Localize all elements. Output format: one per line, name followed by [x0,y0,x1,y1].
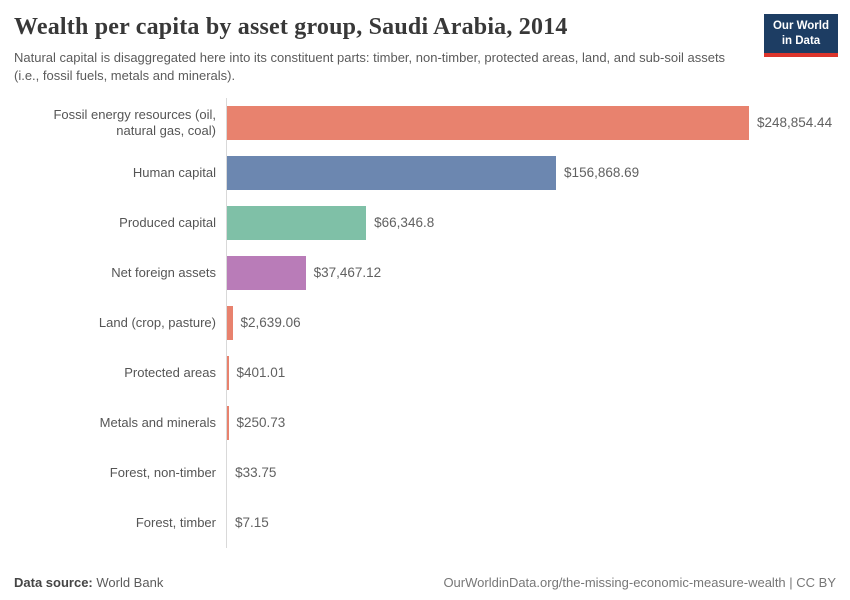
chart-row: Forest, non-timber $33.75 [0,447,850,498]
value-label: $401.01 [236,365,286,381]
category-label: Produced capital [119,215,216,231]
value-label: $66,346.8 [374,215,435,231]
chart-row: Forest, timber $7.15 [0,497,850,548]
value-label: $2,639.06 [240,315,301,331]
bar-area: $248,854.44 [226,97,850,148]
bar-area: $66,346.8 [226,197,850,248]
category-label: Net foreign assets [111,265,216,281]
value-label: $156,868.69 [564,165,640,181]
bar-area: $2,639.06 [226,297,850,348]
bar[interactable] [227,355,229,390]
attribution-link[interactable]: OurWorldinData.org/the-missing-economic-… [443,575,836,590]
bar[interactable] [227,155,557,190]
value-label: $7.15 [235,515,269,531]
category-label: Metals and minerals [99,415,216,431]
value-label: $33.75 [235,465,277,481]
chart-row: Human capital $156,868.69 [0,147,850,198]
owid-logo-line1: Our World [772,20,829,32]
owid-logo[interactable]: Our World in Data [764,14,838,57]
chart-row: Net foreign assets $37,467.12 [0,247,850,298]
bar-area: $37,467.12 [226,247,850,298]
bar[interactable] [227,105,749,140]
category-label: Forest, timber [135,515,216,531]
data-source-value: World Bank [92,575,164,590]
bar[interactable] [227,255,306,290]
chart-row: Metals and minerals $250.73 [0,397,850,448]
category-label: Protected areas [124,365,216,381]
bar-area: $250.73 [226,397,850,448]
value-label: $248,854.44 [757,115,833,131]
value-label: $250.73 [236,415,286,431]
value-label: $37,467.12 [313,265,382,281]
bar-area: $33.75 [226,447,850,498]
bar[interactable] [227,205,367,240]
chart-row: Produced capital $66,346.8 [0,197,850,248]
owid-logo-line2: in Data [781,34,821,47]
chart-subtitle: Natural capital is disaggregated here in… [14,50,726,83]
bar[interactable] [227,405,229,440]
bar-area: $156,868.69 [226,147,850,198]
data-source-label: Data source: [14,575,93,590]
category-label: Forest, non-timber [109,465,216,481]
category-label: Fossil energy resources (oil, natural ga… [53,107,216,138]
data-source: Data source: World Bank [14,575,163,590]
chart-title: Wealth per capita by asset group, Saudi … [14,14,568,40]
chart-row: Protected areas $401.01 [0,347,850,398]
bar[interactable] [227,305,233,340]
category-label: Land (crop, pasture) [98,315,216,331]
bar-chart: Fossil energy resources (oil, natural ga… [0,97,850,548]
chart-header: Wealth per capita by asset group, Saudi … [0,0,850,85]
chart-footer: Data source: World Bank OurWorldinData.o… [14,575,836,590]
bar-area: $7.15 [226,497,850,548]
bar-area: $401.01 [226,347,850,398]
chart-row: Land (crop, pasture) $2,639.06 [0,297,850,348]
category-label: Human capital [132,165,216,181]
chart-row: Fossil energy resources (oil, natural ga… [0,97,850,148]
